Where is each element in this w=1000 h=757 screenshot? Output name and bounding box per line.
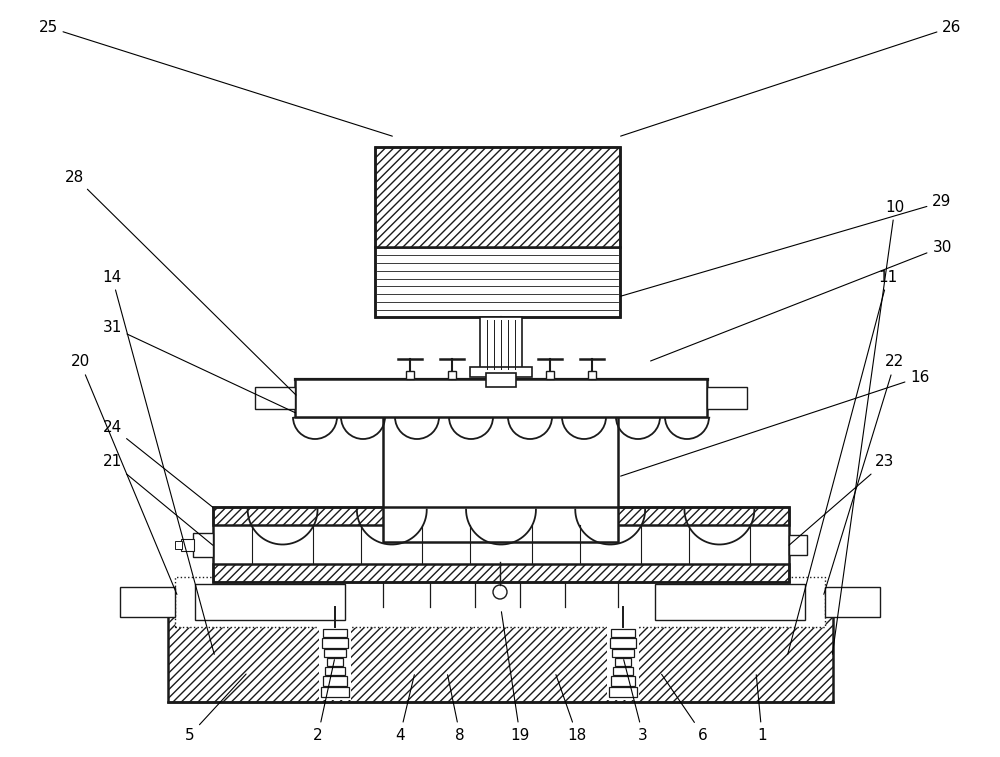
Text: 10: 10 [832, 200, 905, 654]
Bar [707, 387, 747, 409]
Text: 5: 5 [185, 674, 246, 743]
Bar [609, 687, 637, 697]
Bar [175, 541, 182, 549]
Bar [613, 667, 633, 675]
Text: 4: 4 [395, 674, 414, 743]
Text: 28: 28 [65, 170, 296, 395]
Bar [327, 658, 343, 666]
Bar [213, 564, 789, 582]
Bar [615, 658, 631, 666]
Text: 11: 11 [788, 269, 898, 654]
Bar [610, 638, 636, 648]
Text: 1: 1 [756, 674, 767, 743]
Text: 22: 22 [824, 354, 905, 594]
Text: 18: 18 [556, 674, 587, 743]
Bar [612, 649, 634, 657]
Bar [213, 507, 789, 582]
Bar [323, 629, 347, 637]
Bar [470, 367, 532, 377]
Text: 24: 24 [102, 419, 213, 507]
Bar [789, 535, 807, 555]
Bar [383, 414, 618, 542]
Bar [375, 147, 620, 317]
Bar [168, 607, 833, 702]
Bar [655, 584, 805, 620]
Circle shape [493, 585, 507, 599]
Bar [193, 533, 213, 557]
Bar [546, 371, 554, 379]
Bar [213, 507, 789, 525]
Bar [175, 577, 825, 627]
Bar [375, 147, 620, 247]
Bar [486, 373, 516, 387]
Bar [375, 247, 620, 317]
Bar [195, 584, 345, 620]
Bar [120, 587, 175, 617]
Text: 21: 21 [102, 454, 213, 545]
Text: 6: 6 [662, 674, 708, 743]
Text: 23: 23 [789, 454, 895, 545]
Bar [255, 387, 295, 409]
Bar [322, 638, 348, 648]
Bar [319, 609, 351, 700]
Bar [480, 317, 522, 372]
Bar [825, 587, 880, 617]
Text: 26: 26 [621, 20, 962, 136]
Text: 2: 2 [313, 659, 334, 743]
Text: 8: 8 [448, 674, 465, 743]
Bar [611, 629, 635, 637]
Bar [588, 371, 596, 379]
Bar [321, 687, 349, 697]
Bar [323, 676, 347, 686]
Text: 14: 14 [102, 269, 214, 654]
Text: 30: 30 [651, 239, 952, 361]
Bar [607, 609, 639, 700]
Bar [611, 676, 635, 686]
Text: 3: 3 [624, 659, 648, 743]
Text: 31: 31 [102, 319, 295, 413]
Text: 16: 16 [621, 369, 930, 476]
Text: 19: 19 [501, 612, 530, 743]
Bar [406, 371, 414, 379]
Text: 20: 20 [70, 354, 177, 594]
Bar [325, 667, 345, 675]
Bar [324, 649, 346, 657]
Bar [181, 539, 194, 551]
Bar [295, 379, 707, 417]
Bar [448, 371, 456, 379]
Text: 25: 25 [38, 20, 392, 136]
Text: 29: 29 [621, 195, 952, 296]
